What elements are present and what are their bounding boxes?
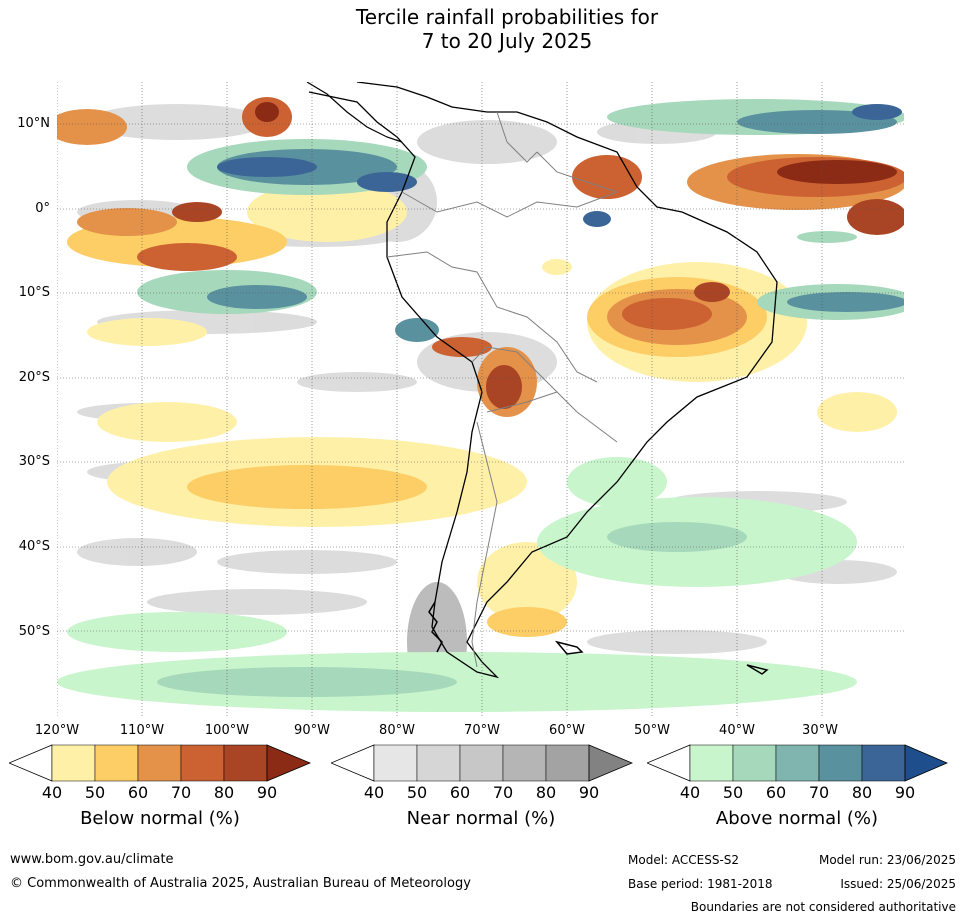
- lon-label: 40°W: [719, 723, 755, 738]
- lon-label: 120°W: [34, 723, 80, 738]
- colorbar-tick: 50: [722, 783, 744, 802]
- colorbar-tick: 70: [808, 783, 830, 802]
- colorbar-tick: 60: [449, 783, 471, 802]
- colorbar-tick: 60: [127, 783, 149, 802]
- colorbar-tick: 80: [851, 783, 873, 802]
- colorbar-tick: 80: [213, 783, 235, 802]
- below-normal-colorbar: [9, 744, 311, 782]
- lat-label: 30°S: [18, 454, 50, 469]
- lon-label: 60°W: [549, 723, 585, 738]
- lat-label: 20°S: [18, 370, 50, 385]
- graticule: [57, 82, 904, 716]
- below-normal-label: Below normal (%): [80, 808, 240, 829]
- near-normal-colorbar: [331, 744, 633, 782]
- colorbar-tick: 70: [170, 783, 192, 802]
- lon-label: 50°W: [634, 723, 670, 738]
- lon-label: 90°W: [294, 723, 330, 738]
- model-text: Model: ACCESS-S2: [628, 853, 740, 867]
- rainfall-probability-map: [57, 82, 904, 716]
- website-link[interactable]: www.bom.gov.au/climate: [10, 852, 174, 867]
- south-america-coastline: [308, 82, 778, 679]
- lat-label: 10°N: [17, 116, 50, 131]
- below-normal-regions: [57, 97, 904, 637]
- model-run-text: Model run: 23/06/2025: [818, 853, 956, 867]
- lon-label: 110°W: [119, 723, 165, 738]
- lon-label: 70°W: [464, 723, 500, 738]
- above-normal-label: Above normal (%): [715, 808, 879, 829]
- lat-label: 40°S: [18, 539, 50, 554]
- lat-label: 50°S: [18, 624, 50, 639]
- near-normal-label: Near normal (%): [406, 808, 556, 829]
- issued-text: Issued: 25/06/2025: [840, 877, 956, 891]
- disclaimer-text: Boundaries are not considered authoritat…: [690, 900, 956, 914]
- above-normal-colorbar: [647, 744, 949, 782]
- copyright-text: © Commonwealth of Australia 2025, Austra…: [10, 876, 471, 891]
- colorbar-tick: 40: [679, 783, 701, 802]
- lon-label: 80°W: [379, 723, 415, 738]
- colorbar-tick: 40: [41, 783, 63, 802]
- above-normal-regions: [57, 99, 904, 712]
- patagonia-islands: [428, 601, 769, 675]
- colorbar-tick: 50: [406, 783, 428, 802]
- colorbar-tick: 40: [363, 783, 385, 802]
- colorbar-tick: 50: [84, 783, 106, 802]
- lat-label: 10°S: [18, 285, 50, 300]
- lat-label: 0°: [35, 201, 50, 216]
- map-title-line1: Tercile rainfall probabilities for: [355, 5, 659, 29]
- colorbar-tick: 90: [256, 783, 278, 802]
- lon-label: 30°W: [802, 723, 838, 738]
- lon-label: 100°W: [204, 723, 250, 738]
- base-period-text: Base period: 1981-2018: [628, 877, 773, 891]
- map-title-line2: 7 to 20 July 2025: [421, 29, 593, 53]
- country-borders: [386, 111, 618, 668]
- colorbar-tick: 90: [894, 783, 916, 802]
- central-america-coastline: [306, 82, 403, 143]
- colorbar-tick: 60: [765, 783, 787, 802]
- colorbar-tick: 90: [578, 783, 600, 802]
- colorbar-tick: 70: [492, 783, 514, 802]
- colorbar-tick: 80: [535, 783, 557, 802]
